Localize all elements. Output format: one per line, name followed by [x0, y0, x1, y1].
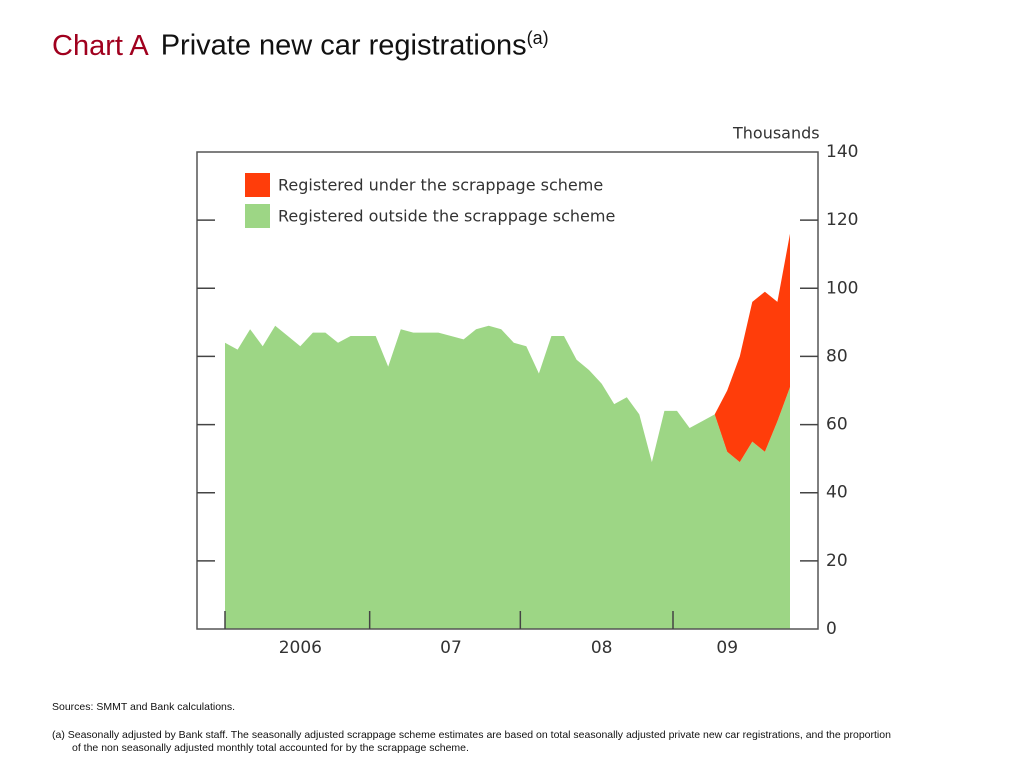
legend-swatch — [245, 204, 270, 228]
footnote-line: of the non seasonally adjusted monthly t… — [72, 742, 469, 754]
title: Chart A Private new car registrations(a) — [52, 28, 549, 63]
y-tick-label: 100 — [826, 278, 858, 298]
y-tick-label: 120 — [826, 210, 858, 230]
y-unit: Thousands — [732, 124, 820, 143]
x-tick-label: 2006 — [279, 638, 322, 658]
title-text: Private new car registrations — [160, 29, 527, 62]
y-tick-label: 80 — [826, 346, 848, 366]
areas — [225, 233, 790, 629]
title-note: (a) — [526, 28, 549, 48]
y-tick-label: 60 — [826, 415, 848, 435]
area — [714, 233, 790, 463]
x-tick-label: 09 — [716, 638, 738, 658]
legend-label: Registered outside the scrappage scheme — [278, 207, 615, 226]
y-tick-label: 0 — [826, 619, 837, 639]
x-tick-label: 07 — [440, 638, 462, 658]
sources: Sources: SMMT and Bank calculations. — [52, 701, 236, 713]
y-tick-label: 20 — [826, 551, 848, 571]
legend-swatch — [245, 173, 270, 197]
y-tick-label: 140 — [826, 142, 858, 162]
footnote-line: (a) Seasonally adjusted by Bank staff. T… — [52, 729, 891, 741]
area — [225, 325, 790, 629]
y-tick-label: 40 — [826, 483, 848, 503]
x-tick-label: 08 — [591, 638, 613, 658]
legend-label: Registered under the scrappage scheme — [278, 176, 603, 195]
title-prefix: Chart A — [52, 29, 149, 62]
plot-frame — [196, 151, 819, 630]
